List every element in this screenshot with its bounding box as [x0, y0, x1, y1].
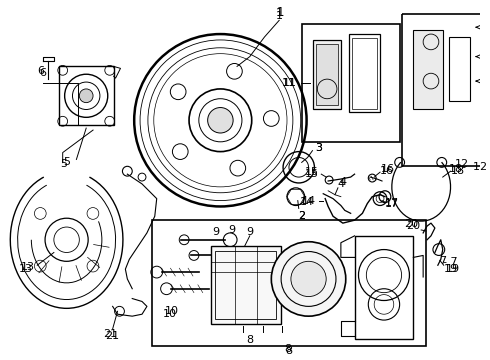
- Text: 3: 3: [315, 143, 322, 153]
- Text: 21: 21: [105, 331, 120, 341]
- Bar: [349, 34, 380, 112]
- Bar: [414, 30, 443, 108]
- Text: 9: 9: [246, 227, 253, 237]
- Text: 9: 9: [228, 225, 236, 235]
- Bar: [402, 14, 490, 166]
- Bar: [355, 236, 414, 339]
- Text: 16: 16: [381, 164, 395, 174]
- Bar: [216, 251, 276, 319]
- Text: 1: 1: [276, 8, 283, 18]
- Text: 14: 14: [299, 197, 314, 207]
- Text: 10: 10: [165, 306, 178, 316]
- Text: 8: 8: [285, 346, 293, 356]
- Text: - 7: - 7: [443, 257, 457, 267]
- Text: 14: 14: [301, 195, 316, 206]
- Text: 13: 13: [19, 264, 32, 274]
- Text: 15: 15: [304, 167, 319, 177]
- Text: 17: 17: [385, 198, 399, 208]
- Text: 18: 18: [448, 164, 463, 174]
- Text: 7: 7: [439, 256, 446, 266]
- Bar: [302, 24, 400, 142]
- Circle shape: [208, 108, 233, 133]
- Circle shape: [271, 242, 346, 316]
- Text: 2: 2: [298, 211, 305, 221]
- Text: 19: 19: [445, 264, 460, 274]
- Circle shape: [79, 89, 93, 103]
- Text: 4: 4: [337, 179, 344, 189]
- Text: -  12: - 12: [463, 162, 488, 172]
- Text: 8: 8: [246, 335, 253, 345]
- Text: 18: 18: [450, 166, 465, 176]
- Bar: [211, 246, 281, 324]
- Bar: [152, 220, 426, 346]
- Text: 6: 6: [38, 66, 45, 76]
- Bar: [449, 37, 470, 101]
- Text: 13: 13: [21, 262, 34, 272]
- Text: 20: 20: [404, 219, 418, 229]
- Text: 6: 6: [40, 68, 47, 78]
- Text: 1: 1: [276, 12, 283, 22]
- Text: 11: 11: [283, 78, 297, 88]
- Text: 12: 12: [455, 159, 469, 169]
- Text: 16: 16: [380, 166, 394, 176]
- Text: 15: 15: [304, 169, 319, 179]
- Text: 8: 8: [284, 345, 292, 355]
- Text: 9: 9: [212, 227, 219, 237]
- Text: 3: 3: [315, 143, 322, 153]
- Text: 5: 5: [60, 159, 67, 169]
- Bar: [352, 38, 377, 108]
- Text: 10: 10: [163, 309, 176, 319]
- Text: 2: 2: [298, 211, 305, 221]
- Text: 21: 21: [103, 329, 118, 339]
- Text: 17: 17: [385, 198, 399, 208]
- Text: 1: 1: [276, 6, 284, 19]
- Bar: [314, 40, 341, 108]
- Text: 20: 20: [406, 221, 420, 231]
- Text: 4: 4: [339, 177, 346, 187]
- Bar: [59, 66, 114, 125]
- Circle shape: [291, 261, 326, 297]
- Text: 19: 19: [443, 264, 458, 274]
- Text: 11: 11: [282, 78, 296, 88]
- Bar: [317, 44, 338, 105]
- Text: 5: 5: [63, 157, 70, 167]
